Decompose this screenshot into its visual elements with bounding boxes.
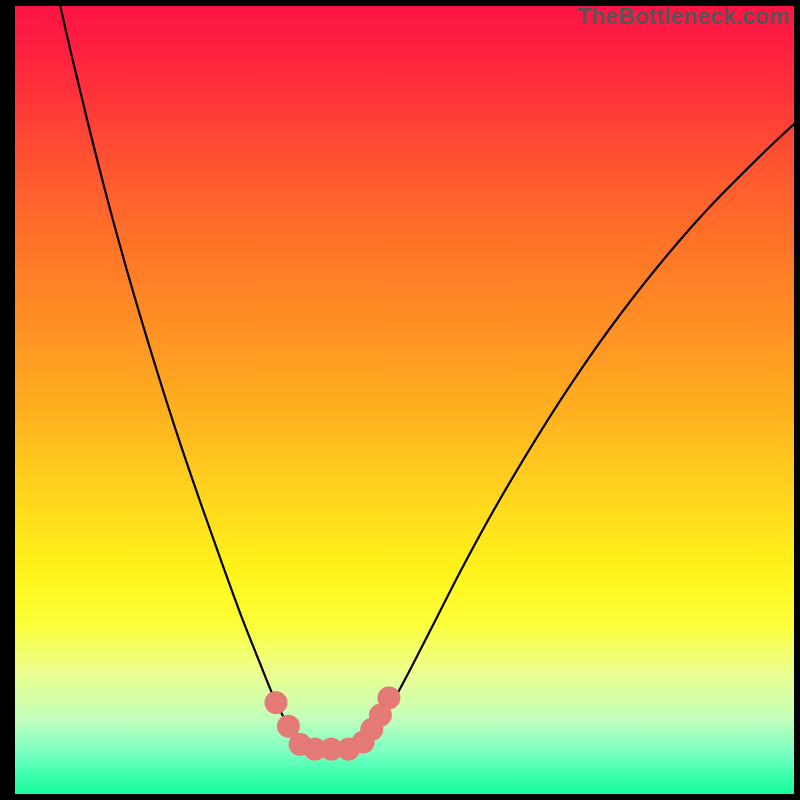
data-marker bbox=[265, 692, 287, 714]
chart-stage: TheBottleneck.com bbox=[0, 0, 800, 800]
data-marker bbox=[378, 687, 400, 709]
watermark-text: TheBottleneck.com bbox=[578, 3, 790, 30]
gradient-background bbox=[15, 6, 794, 794]
chart-svg bbox=[0, 0, 800, 800]
